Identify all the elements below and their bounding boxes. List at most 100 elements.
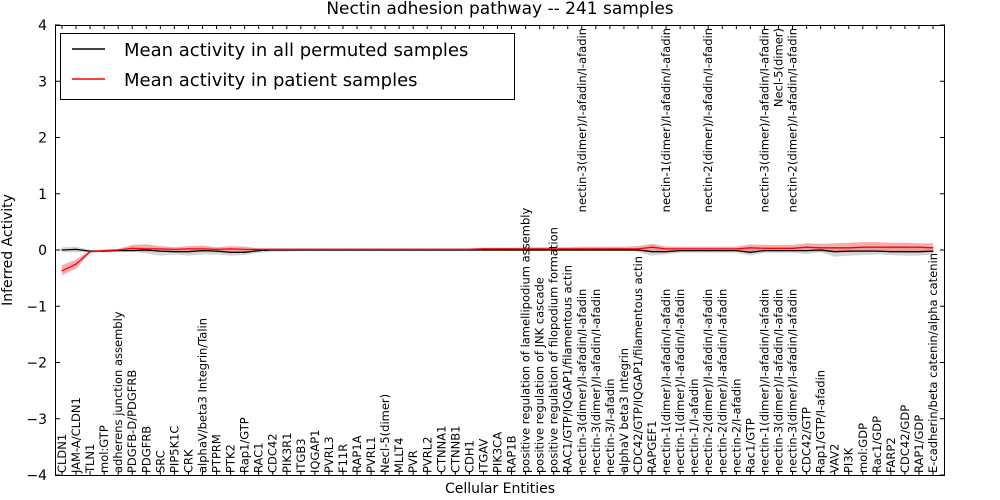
series-0-point [637, 249, 639, 251]
series-1-point [904, 246, 906, 248]
series-0-point [679, 250, 681, 252]
series-0-point [496, 249, 499, 251]
legend: Mean activity in all permuted samples Me… [60, 33, 515, 100]
series-1-point [510, 248, 513, 250]
series-1-point [539, 248, 541, 250]
series-1-point [201, 248, 204, 250]
series-1-point [693, 248, 695, 250]
x-tick-label: nectin-1(dimer)/I-afadin/I-afadin [757, 289, 771, 473]
series-0-point [904, 251, 906, 253]
series-1-point [862, 246, 864, 248]
series-0-point [61, 249, 63, 251]
series-0-point [553, 249, 555, 251]
series-1-point [230, 248, 232, 250]
series-0-point [173, 251, 175, 253]
x-tick-label: nectin-3(dimer)/I-afadin/I-afadin [589, 289, 603, 473]
series-1-point [440, 248, 442, 250]
series-0-point [623, 249, 625, 251]
x-tick-label: FARP2 [884, 437, 898, 473]
series-1-point [721, 248, 723, 250]
x-tick-label: nectin-3(dimer)/I-afadin/I-afadin [575, 289, 589, 473]
x-tick-label: Rap1/GTP [238, 417, 252, 473]
x-tick-label: alphaV beta3 Integrin [617, 348, 631, 473]
x-tick-label: ITGB3 [294, 438, 308, 473]
x-tick-label: PVR [406, 450, 420, 473]
series-1-point [244, 248, 246, 250]
series-0-point [749, 251, 752, 253]
series-0-point [721, 250, 723, 252]
series-0-point [651, 251, 653, 253]
series-0-point [159, 250, 161, 252]
x-tick-label: PIK3CA [491, 432, 505, 473]
series-1-point [454, 248, 456, 250]
x-axis-label: Cellular Entities [445, 481, 555, 497]
series-1-point [553, 248, 555, 250]
y-tick-label: −2 [26, 356, 47, 372]
series-0-point [187, 251, 189, 253]
x-tick-label: mol:GDP [856, 423, 870, 473]
series-0-point [567, 249, 569, 251]
x-tick-label: Rac1/GDP [870, 416, 884, 473]
x-tick-label: nectin-2/I-afadin [729, 379, 743, 474]
legend-label-permuted: Mean activity in all permuted samples [124, 40, 468, 61]
series-1-point [679, 248, 681, 250]
x-tick-label: CTNNA1 [434, 426, 448, 473]
series-1-point [145, 248, 147, 250]
x-tick-label: nectin-3/I-afadin [603, 379, 617, 474]
y-tick-label: 4 [38, 18, 47, 34]
y-axis-label: Inferred Activity [0, 194, 16, 306]
x-tick-label: mol:GTP [97, 425, 111, 473]
x-tick-label: PVRL1 [364, 436, 378, 473]
x-tick-label: MLLT4 [392, 438, 406, 474]
series-0-point [609, 249, 611, 251]
x-tick-label: CRK [181, 449, 195, 473]
series-1-point [834, 247, 836, 249]
series-1-point [398, 248, 400, 250]
series-0-point [918, 251, 920, 253]
x-tick-label: alphaV/beta3 Integrin/Talin [196, 318, 210, 473]
x-tick-label: nectin-3(dimer)/I-afadin/I-afadin [772, 289, 786, 473]
x-tick-label: SRC [153, 450, 167, 473]
series-0-point [581, 249, 583, 251]
y-tick-label: 1 [38, 187, 47, 203]
series-1-point [806, 246, 808, 248]
series-1-point [651, 246, 653, 248]
series-1-point [609, 248, 611, 250]
x-tick-label: E-cadherin/beta catenin/alpha catenin [926, 253, 940, 473]
x-tick-label: Rac1/GTP [743, 418, 757, 473]
series-0-point [834, 251, 836, 253]
y-tick-label: 2 [38, 131, 47, 147]
x-tick-label: CTNNB1 [448, 426, 462, 473]
series-1-point [665, 248, 667, 250]
x-tick-label: PDGFB-D/PDGFRB [125, 370, 139, 473]
series-1-point [258, 248, 260, 250]
series-0-point [215, 250, 218, 252]
series-1-point [567, 248, 569, 250]
series-0-point [539, 249, 541, 251]
series-1-point [791, 247, 794, 249]
series-1-point [932, 247, 934, 249]
x-tick-label-top: nectin-3(dimer)/I-afadin/I-afadin [575, 28, 589, 212]
x-tick-label: nectin-2(dimer)/I-afadin/I-afadin [701, 289, 715, 473]
x-tick-label: CLDN1 [55, 434, 69, 473]
series-1-point [777, 247, 780, 249]
x-tick-label: RAP1/GDP [912, 415, 926, 473]
series-1-point [314, 248, 316, 250]
series-1-point [187, 248, 189, 250]
x-tick-label: CDC42/GTP/IQGAP1/filamentous actin [631, 256, 645, 473]
series-1-point [637, 248, 639, 250]
series-1-point [749, 247, 752, 249]
series-1-point [525, 248, 527, 250]
series-0-point [258, 250, 260, 252]
series-0-point [806, 250, 808, 252]
series-0-point [131, 250, 133, 252]
x-tick-label: ITGAV [477, 439, 491, 473]
x-tick-label: RAC1/GTP/IQGAP1/filamentous actin [561, 265, 575, 473]
series-1-point [890, 246, 892, 248]
series-1-point [131, 247, 133, 249]
x-tick-label: nectin-1/I-afadin [687, 379, 701, 474]
x-tick-label: Rap1/GTP/I-afadin [814, 370, 828, 473]
series-1-point [707, 248, 709, 250]
series-0-point [230, 251, 232, 253]
